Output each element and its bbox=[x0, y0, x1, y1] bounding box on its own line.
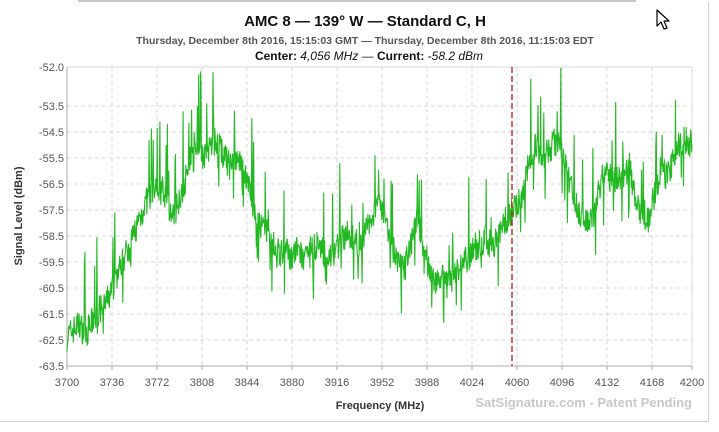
chart-subtitle: Thursday, December 8th 2016, 15:15:03 GM… bbox=[136, 35, 594, 47]
center-label: Center: bbox=[255, 49, 297, 63]
y-tick-label: -52.0 bbox=[39, 62, 64, 74]
y-tick-label: -53.5 bbox=[39, 101, 64, 113]
series-layer bbox=[66, 67, 693, 352]
bottom-border bbox=[0, 421, 709, 422]
x-tick-label: 3808 bbox=[190, 377, 214, 389]
y-tick-label: -56.5 bbox=[39, 179, 64, 191]
y-tick-label: -61.5 bbox=[39, 309, 64, 321]
y-tick-label: -59.5 bbox=[39, 257, 64, 269]
y-axis-label: Signal Level (dBm) bbox=[13, 166, 25, 265]
y-tick-label: -55.5 bbox=[39, 153, 64, 165]
chart-title: AMC 8 — 139° W — Standard C, H bbox=[244, 13, 486, 30]
x-tick-label: 4168 bbox=[640, 377, 664, 389]
x-tick-label: 4060 bbox=[505, 377, 529, 389]
current-value: -58.2 dBm bbox=[424, 49, 483, 63]
current-label: Current: bbox=[377, 49, 424, 63]
x-tick-label: 3916 bbox=[325, 377, 349, 389]
top-border bbox=[78, 0, 636, 2]
y-tick-label: -63.5 bbox=[39, 361, 64, 373]
x-tick-label: 3988 bbox=[415, 377, 439, 389]
x-tick-label: 3736 bbox=[100, 377, 124, 389]
x-tick-label: 3700 bbox=[55, 377, 79, 389]
center-value: 4,056 MHz — bbox=[297, 49, 377, 63]
watermark: SatSignature.com - Patent Pending bbox=[475, 395, 692, 410]
y-tick-label: -54.5 bbox=[39, 127, 64, 139]
x-tick-label: 4096 bbox=[550, 377, 574, 389]
y-tick-label: -58.5 bbox=[39, 231, 64, 243]
x-tick-label: 4024 bbox=[460, 377, 484, 389]
x-tick-label: 3952 bbox=[370, 377, 394, 389]
x-tick-label: 3844 bbox=[235, 377, 259, 389]
grid bbox=[67, 67, 692, 366]
x-tick-label: 4200 bbox=[680, 377, 704, 389]
chart-status-line: Center: 4,056 MHz — Current: -58.2 dBm bbox=[255, 49, 483, 63]
y-tick-label: -57.5 bbox=[39, 205, 64, 217]
y-tick-label: -62.5 bbox=[39, 335, 64, 347]
axes bbox=[66, 66, 693, 370]
x-tick-label: 3772 bbox=[145, 377, 169, 389]
x-axis-label: Frequency (MHz) bbox=[336, 400, 425, 412]
y-tick-label: -60.5 bbox=[39, 283, 64, 295]
x-tick-label: 4132 bbox=[595, 377, 619, 389]
right-border bbox=[708, 2, 709, 422]
x-tick-label: 3880 bbox=[280, 377, 304, 389]
signal-series-line bbox=[66, 67, 693, 352]
tick-labels: 3700 3736 3772 3808 3844 3880 3916 3952 3988 4024… bbox=[39, 62, 704, 389]
mouse-pointer-icon bbox=[656, 9, 670, 30]
